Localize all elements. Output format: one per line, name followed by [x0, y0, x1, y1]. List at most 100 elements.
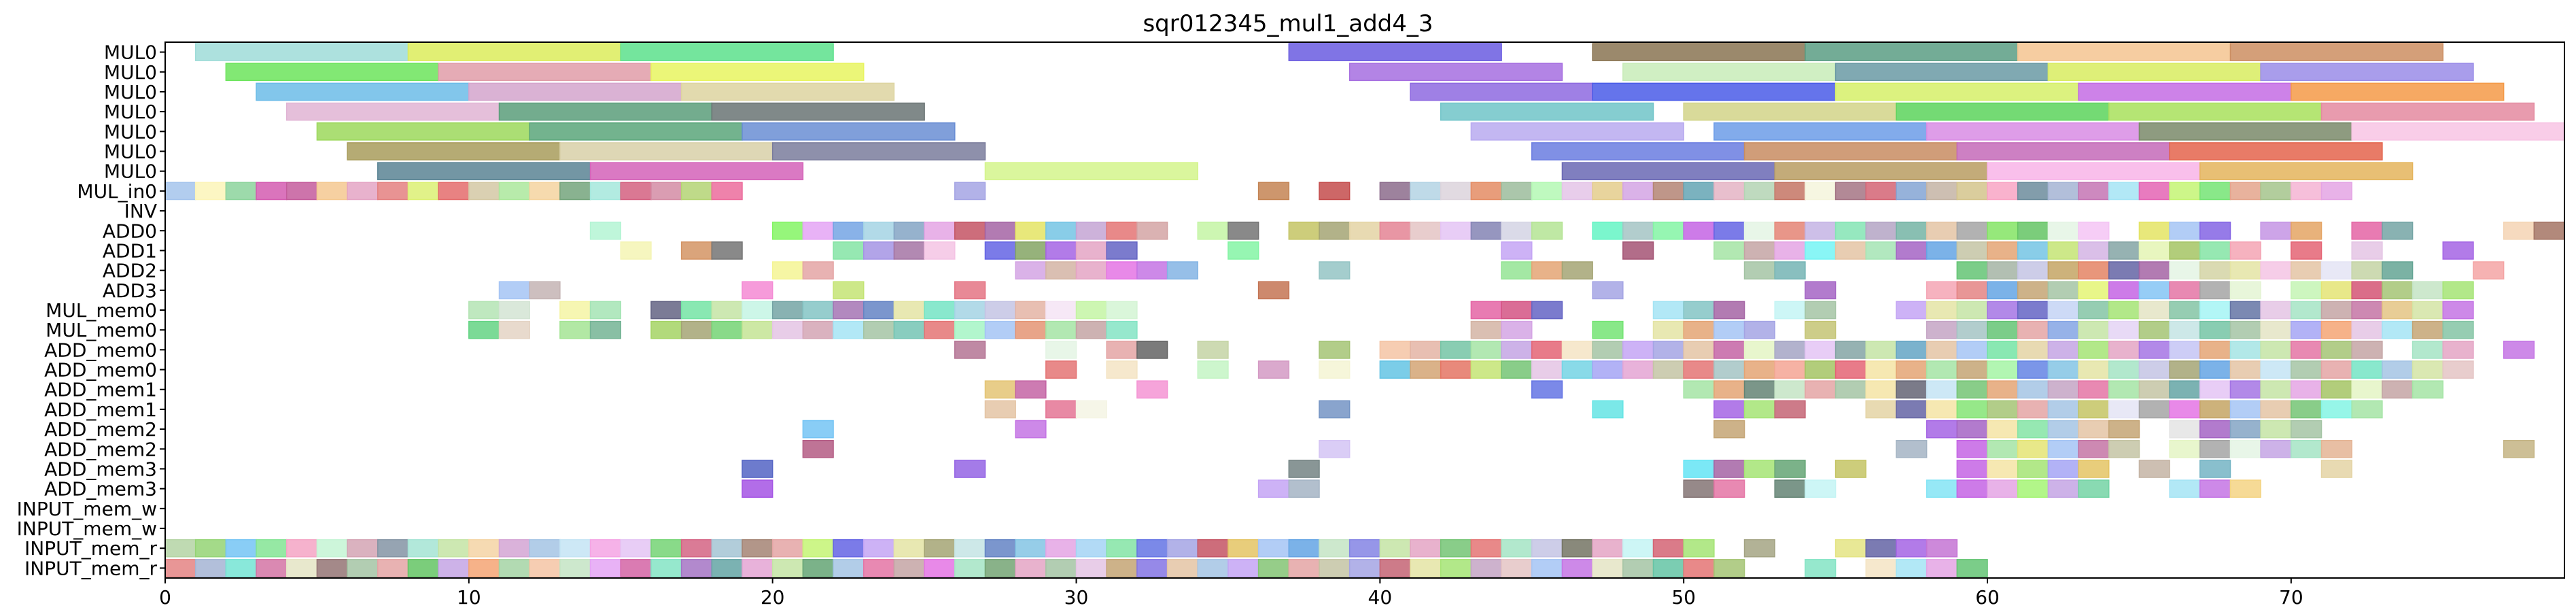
task-bar: [2260, 63, 2474, 82]
task-bar: [1987, 460, 2019, 478]
task-bar: [589, 182, 622, 201]
task-bar: [468, 559, 500, 577]
task-bar: [1106, 320, 1138, 339]
task-bar: [2291, 261, 2322, 279]
y-tick-label: MUL_mem0: [46, 319, 157, 341]
task-bar: [2078, 380, 2110, 399]
task-bar: [2320, 320, 2352, 339]
task-bar: [833, 241, 865, 260]
task-bar: [984, 539, 1016, 558]
task-bar: [589, 221, 622, 240]
task-bar: [1531, 341, 1563, 359]
task-bar: [2229, 360, 2261, 379]
task-bar: [1987, 162, 2201, 181]
task-bar: [1288, 43, 1502, 61]
task-bar: [1713, 182, 1745, 201]
task-bar: [802, 420, 834, 439]
task-bar: [1561, 261, 1593, 279]
task-bar: [1015, 380, 1047, 399]
task-bar: [1106, 301, 1138, 320]
task-bar: [2108, 420, 2140, 439]
task-bar: [1257, 182, 1290, 201]
task-bar: [1501, 241, 1533, 260]
task-bar: [2320, 102, 2535, 121]
task-bar: [559, 182, 591, 201]
task-bar: [2017, 221, 2049, 240]
task-bar: [954, 559, 986, 577]
task-bar: [1531, 261, 1563, 279]
task-bar: [1926, 400, 1958, 419]
task-bar: [1713, 420, 1745, 439]
task-bar: [1470, 301, 1502, 320]
task-bar: [2503, 341, 2535, 359]
task-bar: [1348, 539, 1381, 558]
task-bar: [2229, 182, 2261, 201]
task-bar: [2108, 102, 2322, 121]
task-bar: [347, 539, 379, 558]
task-bar: [1926, 281, 1958, 300]
task-bar: [2078, 360, 2110, 379]
task-bar: [1743, 241, 1775, 260]
task-bar: [2199, 182, 2231, 201]
task-bar: [1896, 539, 1928, 558]
task-bar: [468, 301, 500, 320]
task-bar: [984, 221, 1016, 240]
task-bar: [1166, 261, 1198, 279]
task-bar: [1319, 182, 1351, 201]
task-bar: [1896, 241, 1928, 260]
y-tick-label: ADD_mem3: [44, 458, 157, 480]
task-bar: [1319, 261, 1351, 279]
task-bar: [1319, 539, 1351, 558]
task-bar: [1774, 241, 1806, 260]
task-bar: [377, 182, 409, 201]
task-bar: [1592, 559, 1624, 577]
task-bar: [2199, 162, 2414, 181]
task-bar: [1926, 241, 1958, 260]
task-bar: [863, 301, 895, 320]
task-bar: [1440, 341, 1472, 359]
task-bar: [285, 539, 318, 558]
task-bar: [1319, 439, 1351, 458]
task-bar: [1865, 380, 1897, 399]
task-bar: [742, 122, 956, 141]
task-bar: [1987, 301, 2019, 320]
task-bar: [2382, 261, 2414, 279]
task-bar: [1805, 360, 1837, 379]
task-bar: [2382, 301, 2414, 320]
task-bar: [650, 182, 682, 201]
task-bar: [2351, 320, 2383, 339]
task-bar: [2229, 400, 2261, 419]
task-bar: [711, 301, 743, 320]
task-bar: [2047, 341, 2079, 359]
task-bar: [2017, 439, 2049, 458]
task-bar: [1896, 559, 1928, 577]
task-bar: [802, 221, 834, 240]
task-bar: [589, 539, 622, 558]
task-bar: [984, 301, 1016, 320]
task-bar: [1015, 539, 1047, 558]
task-bar: [1683, 559, 1715, 577]
task-bar: [1774, 182, 1806, 201]
task-bar: [1075, 301, 1107, 320]
task-bar: [1440, 559, 1472, 577]
task-bar: [2320, 341, 2352, 359]
task-bar: [2199, 261, 2231, 279]
x-tick-label: 20: [761, 586, 785, 609]
task-bar: [1379, 341, 1411, 359]
task-bar: [1622, 241, 1654, 260]
task-bar: [1622, 63, 1837, 82]
task-bar: [2138, 261, 2170, 279]
task-bar: [498, 539, 530, 558]
task-bar: [1410, 82, 1593, 101]
task-bar: [407, 182, 439, 201]
task-bar: [2017, 479, 2049, 498]
task-bar: [1713, 479, 1745, 498]
task-bar: [1987, 360, 2019, 379]
task-bar: [1501, 341, 1533, 359]
x-tick-label: 30: [1064, 586, 1089, 609]
task-bar: [1926, 182, 1958, 201]
task-bar: [1956, 320, 1988, 339]
task-bar: [2138, 320, 2170, 339]
task-bar: [1774, 162, 1988, 181]
task-bar: [1501, 539, 1533, 558]
